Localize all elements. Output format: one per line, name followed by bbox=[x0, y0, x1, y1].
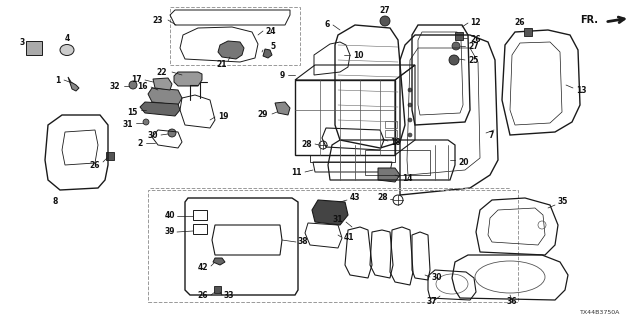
Bar bbox=[385, 130, 397, 137]
Polygon shape bbox=[378, 168, 400, 182]
Text: 38: 38 bbox=[298, 237, 308, 246]
Bar bbox=[385, 121, 397, 128]
Text: 26: 26 bbox=[470, 35, 481, 44]
Bar bbox=[106, 152, 114, 160]
Text: 40: 40 bbox=[164, 211, 175, 220]
Ellipse shape bbox=[60, 44, 74, 55]
Text: 43: 43 bbox=[350, 194, 360, 203]
Text: 8: 8 bbox=[52, 197, 58, 206]
Text: 35: 35 bbox=[558, 197, 568, 206]
Text: 33: 33 bbox=[224, 292, 234, 300]
Circle shape bbox=[408, 133, 412, 137]
Bar bbox=[214, 286, 221, 293]
Text: FR.: FR. bbox=[580, 15, 598, 25]
Text: 36: 36 bbox=[507, 298, 517, 307]
Polygon shape bbox=[218, 41, 244, 59]
Text: 3: 3 bbox=[19, 37, 24, 46]
Text: 14: 14 bbox=[402, 173, 413, 182]
Text: 37: 37 bbox=[427, 298, 437, 307]
Text: 39: 39 bbox=[164, 227, 175, 236]
Text: 5: 5 bbox=[270, 42, 275, 51]
Circle shape bbox=[143, 119, 149, 125]
Polygon shape bbox=[68, 77, 79, 91]
Text: 24: 24 bbox=[265, 27, 275, 36]
Text: 27: 27 bbox=[380, 5, 390, 14]
Text: 32: 32 bbox=[109, 82, 120, 91]
Text: 28: 28 bbox=[378, 194, 388, 203]
Bar bbox=[455, 32, 463, 40]
Polygon shape bbox=[140, 102, 180, 116]
Text: 21: 21 bbox=[217, 60, 227, 68]
Circle shape bbox=[408, 88, 412, 92]
Text: 29: 29 bbox=[257, 109, 268, 118]
Text: 27: 27 bbox=[468, 42, 479, 51]
Text: 1: 1 bbox=[56, 76, 61, 84]
Text: 9: 9 bbox=[280, 70, 285, 79]
Text: 31: 31 bbox=[122, 119, 133, 129]
Polygon shape bbox=[275, 102, 290, 115]
Text: 4: 4 bbox=[65, 34, 70, 43]
Text: 17: 17 bbox=[131, 75, 142, 84]
Text: 26: 26 bbox=[198, 292, 208, 300]
Circle shape bbox=[129, 81, 137, 89]
Text: 6: 6 bbox=[324, 20, 330, 28]
Polygon shape bbox=[153, 78, 172, 90]
Bar bbox=[193, 210, 207, 220]
Text: 11: 11 bbox=[291, 167, 302, 177]
Polygon shape bbox=[174, 72, 202, 86]
Bar bbox=[170, 7, 300, 65]
Text: 12: 12 bbox=[470, 18, 481, 27]
Polygon shape bbox=[213, 258, 225, 265]
Text: 25: 25 bbox=[468, 55, 478, 65]
Text: 22: 22 bbox=[157, 68, 167, 76]
Text: 7: 7 bbox=[488, 131, 493, 140]
Text: 26: 26 bbox=[515, 18, 525, 27]
Text: 15: 15 bbox=[127, 108, 138, 116]
Text: TX44B3750A: TX44B3750A bbox=[580, 309, 620, 315]
Polygon shape bbox=[148, 88, 182, 105]
Polygon shape bbox=[312, 200, 348, 225]
Circle shape bbox=[408, 103, 412, 107]
Bar bbox=[26, 41, 42, 55]
Text: 23: 23 bbox=[152, 15, 163, 25]
Polygon shape bbox=[263, 49, 272, 58]
Circle shape bbox=[168, 129, 176, 137]
Text: 30: 30 bbox=[432, 274, 442, 283]
Text: 31: 31 bbox=[333, 215, 343, 225]
Circle shape bbox=[380, 16, 390, 26]
Text: 30: 30 bbox=[147, 131, 158, 140]
Bar bbox=[148, 190, 518, 302]
Text: 26: 26 bbox=[90, 161, 100, 170]
Text: 19: 19 bbox=[218, 111, 228, 121]
Text: 42: 42 bbox=[198, 263, 208, 273]
Text: 18: 18 bbox=[390, 138, 401, 147]
Text: 16: 16 bbox=[138, 82, 148, 91]
Text: 10: 10 bbox=[353, 51, 364, 60]
Text: 2: 2 bbox=[138, 139, 143, 148]
Circle shape bbox=[449, 55, 459, 65]
Bar bbox=[524, 28, 532, 36]
Text: 20: 20 bbox=[458, 157, 468, 166]
Text: 28: 28 bbox=[301, 140, 312, 148]
Circle shape bbox=[452, 42, 460, 50]
Bar bbox=[193, 224, 207, 234]
Circle shape bbox=[408, 118, 412, 122]
Text: 13: 13 bbox=[576, 85, 586, 94]
Text: 41: 41 bbox=[344, 234, 355, 243]
